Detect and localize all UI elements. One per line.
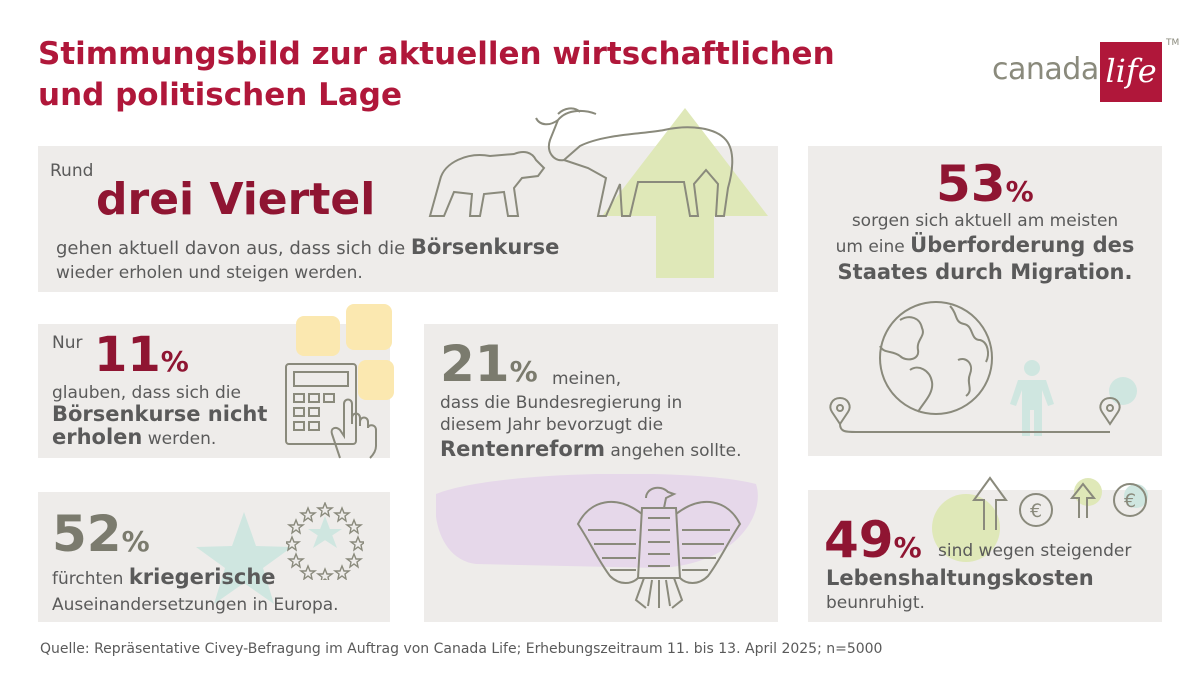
euro-coin-icon: € bbox=[1018, 492, 1054, 528]
card3-line3: Rentenreform angehen sollte. bbox=[440, 438, 742, 463]
mint-dot bbox=[1108, 376, 1138, 406]
card3-line3-text: angehen sollte. bbox=[605, 441, 742, 461]
eagle-icon bbox=[576, 484, 742, 612]
card1-headline: drei Viertel bbox=[96, 174, 376, 225]
card5-number-value: 53 bbox=[936, 155, 1006, 213]
svg-text:€: € bbox=[1030, 500, 1042, 522]
card3-after: meinen, bbox=[552, 369, 622, 389]
card4-number-value: 52 bbox=[52, 505, 122, 563]
card2-line1: glauben, dass sich die bbox=[52, 383, 241, 403]
card6-line2: beunruhigt. bbox=[826, 593, 925, 613]
card3-bold: Rentenreform bbox=[440, 437, 605, 461]
card6-number: 49% bbox=[824, 510, 922, 578]
card6-after: sind wegen steigender bbox=[938, 541, 1132, 561]
trademark: TM bbox=[1166, 38, 1180, 48]
card2-number: 11% bbox=[94, 326, 189, 391]
card4-bold: kriegerische bbox=[128, 565, 276, 589]
euro-coin-icon-2: € bbox=[1112, 482, 1148, 518]
star-icon bbox=[196, 512, 292, 604]
card2-bold1: Börsenkurse nicht bbox=[52, 402, 268, 426]
card6-number-value: 49 bbox=[824, 511, 894, 569]
logo-canada-text: canada bbox=[992, 52, 1099, 87]
logo-life-box: life bbox=[1100, 42, 1162, 102]
source-note: Quelle: Repräsentative Civey-Befragung i… bbox=[40, 641, 883, 657]
card1-line1-text: gehen aktuell davon aus, dass sich die bbox=[56, 238, 411, 259]
card4-line2: Auseinandersetzungen in Europa. bbox=[52, 595, 339, 615]
card3-number: 21% bbox=[440, 334, 538, 402]
bull-icon bbox=[534, 104, 740, 220]
card4-line1-text: fürchten bbox=[52, 569, 129, 589]
card1-line2: wieder erholen und steigen werden. bbox=[56, 263, 363, 283]
card5-bold1: Überforderung des bbox=[910, 233, 1135, 257]
arrow-up-small-icon bbox=[1070, 482, 1096, 520]
card5-pct: % bbox=[1005, 175, 1034, 208]
person-icon bbox=[1008, 360, 1056, 436]
card5-line2: um eine Überforderung des bbox=[808, 234, 1162, 259]
card6-bold: Lebenshaltungskosten bbox=[826, 566, 1094, 590]
card4-number: 52% bbox=[52, 504, 150, 572]
yellow-tiles-icon bbox=[296, 304, 396, 404]
card3-number-value: 21 bbox=[440, 335, 510, 393]
calculator-icon bbox=[284, 362, 380, 458]
card-migration bbox=[808, 146, 1162, 456]
card4-line1: fürchten kriegerische bbox=[52, 566, 276, 591]
card2-line3: erholen werden. bbox=[52, 426, 216, 451]
globe-icon bbox=[870, 300, 1006, 416]
card3-pct: % bbox=[509, 355, 538, 388]
arrow-up-outline-icon bbox=[972, 476, 1008, 532]
card2-intro: Nur bbox=[52, 333, 83, 353]
hand-pointer-icon bbox=[326, 398, 384, 460]
card5-number: 53% bbox=[936, 154, 1034, 222]
card5-bold2: Staates durch Migration. bbox=[837, 260, 1133, 284]
card3-line2: diesem Jahr bevorzugt die bbox=[440, 415, 664, 435]
card2-pct: % bbox=[160, 345, 189, 378]
card5-line2-text: um eine bbox=[835, 237, 911, 257]
card1-line1-bold: Börsenkurse bbox=[410, 235, 560, 259]
bear-icon bbox=[428, 146, 546, 218]
card6-pct: % bbox=[893, 531, 922, 564]
card3-line1: dass die Bundesregierung in bbox=[440, 393, 683, 413]
card2-bold2: erholen bbox=[52, 425, 143, 449]
card2-number-value: 11 bbox=[94, 327, 161, 383]
location-path-icon bbox=[826, 396, 1128, 436]
card4-pct: % bbox=[121, 525, 150, 558]
eu-stars-icon bbox=[286, 502, 364, 580]
card1-line1: gehen aktuell davon aus, dass sich die B… bbox=[56, 236, 559, 260]
card5-line1: sorgen sich aktuell am meisten bbox=[851, 211, 1119, 231]
card1-intro: Rund bbox=[50, 161, 94, 181]
card2-line3-text: werden. bbox=[142, 429, 217, 449]
page-title: Stimmungsbild zur aktuellen wirtschaftli… bbox=[38, 36, 835, 113]
card-rentenreform bbox=[424, 324, 778, 622]
svg-text:€: € bbox=[1124, 490, 1136, 512]
